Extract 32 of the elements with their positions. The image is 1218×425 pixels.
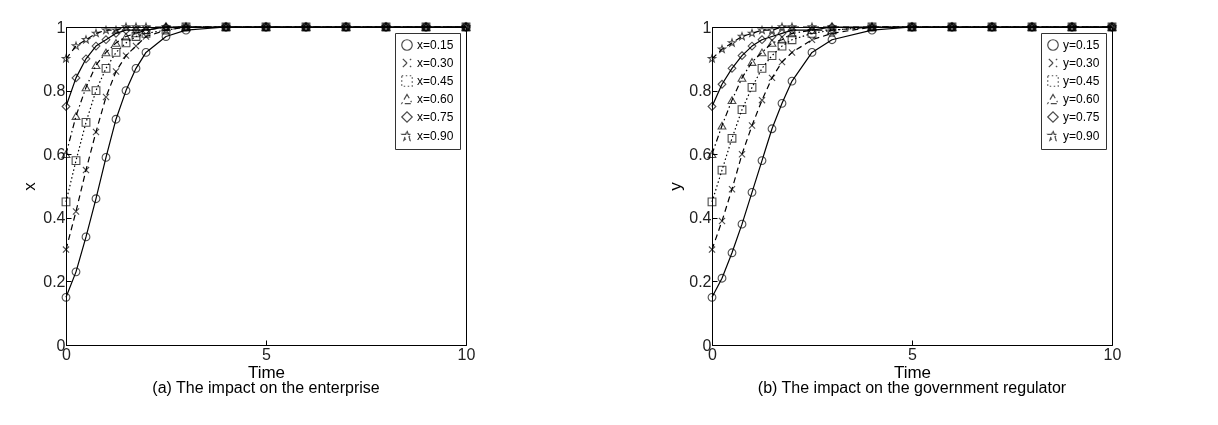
legend-label: x=0.45: [417, 74, 454, 88]
legend-label: y=0.75: [1063, 110, 1100, 124]
y-tick-label: 1: [56, 18, 66, 36]
legend-label: x=0.90: [417, 129, 454, 143]
y-tick-label: 0.8: [43, 82, 66, 100]
legend-label: x=0.30: [417, 56, 454, 70]
x-axis-title: Time: [247, 362, 286, 382]
legend-label: x=0.60: [417, 92, 454, 106]
legend-label: y=0.90: [1063, 129, 1100, 143]
legend-label: y=0.60: [1063, 92, 1100, 106]
x-tick-label: 10: [1103, 345, 1122, 363]
y-axis-title: y: [666, 181, 686, 191]
x-axis-title: Time: [893, 362, 932, 382]
x-tick-label: 5: [262, 345, 272, 363]
y-tick-label: 0.8: [689, 82, 712, 100]
legend-label: y=0.15: [1063, 38, 1100, 52]
x-tick-label: 5: [908, 345, 918, 363]
legend-label: x=0.15: [417, 38, 454, 52]
y-tick-label: 0.6: [689, 145, 712, 163]
y-axis-title: x: [20, 181, 40, 191]
y-tick-label: 1: [702, 18, 712, 36]
y-tick-label: 0.6: [43, 145, 66, 163]
legend-label: y=0.30: [1063, 56, 1100, 70]
y-tick-label: 0.4: [43, 209, 66, 227]
legend-label: y=0.45: [1063, 74, 1100, 88]
legend-label: x=0.75: [417, 110, 454, 124]
y-tick-label: 0.4: [689, 209, 712, 227]
y-tick-label: 0.2: [689, 272, 712, 290]
text: (b) The impact on the government regulator: [757, 379, 1067, 396]
text: (a) The impact on the enterprise: [152, 379, 380, 396]
x-tick-label: 10: [457, 345, 476, 363]
y-tick-label: 0.2: [43, 272, 66, 290]
